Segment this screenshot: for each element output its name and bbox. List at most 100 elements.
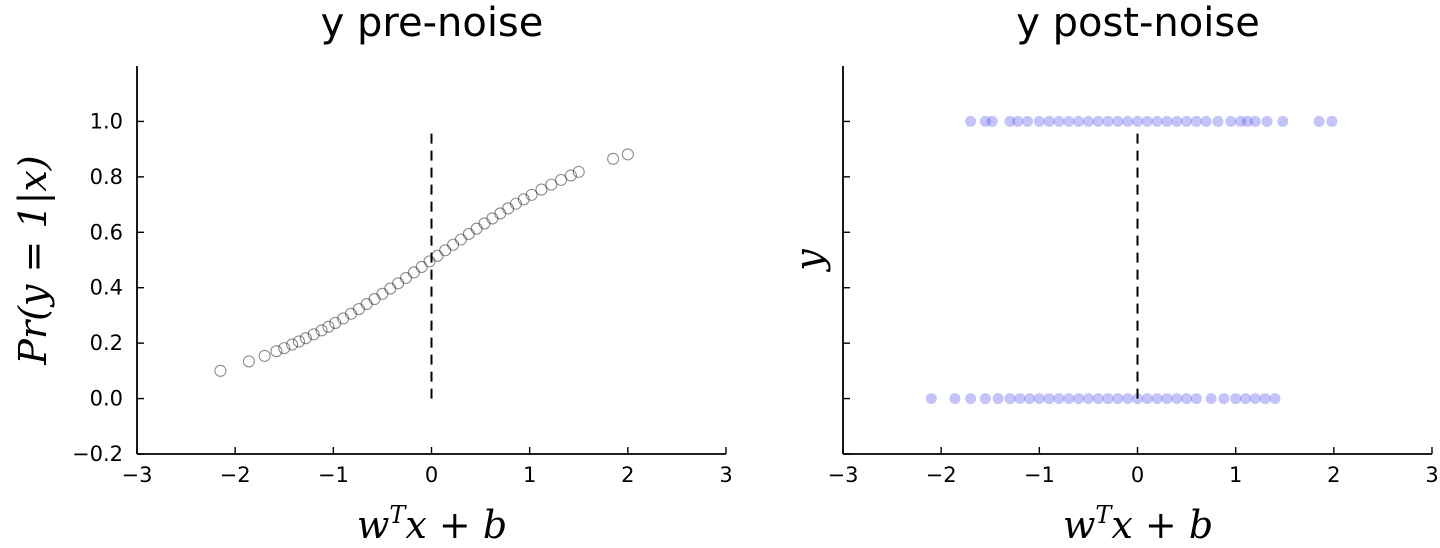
data-point bbox=[329, 316, 342, 329]
data-point bbox=[1277, 115, 1289, 127]
data-point bbox=[979, 393, 991, 405]
data-point bbox=[517, 193, 530, 206]
y-tick-label: −0.2 bbox=[72, 442, 123, 466]
data-point bbox=[1033, 393, 1045, 405]
y-ticks: −0.2 0.0 0.2 0.4 0.6 0.8 1.0 bbox=[72, 109, 144, 466]
data-point bbox=[564, 169, 577, 182]
data-point bbox=[545, 178, 558, 191]
data-point bbox=[1112, 393, 1124, 405]
data-point bbox=[1004, 115, 1016, 127]
data-point bbox=[1239, 393, 1251, 405]
data-point bbox=[607, 152, 620, 165]
data-point bbox=[376, 287, 389, 300]
x-tick-label: −3 bbox=[122, 463, 153, 487]
data-point bbox=[1181, 115, 1193, 127]
data-point bbox=[1012, 115, 1024, 127]
data-point bbox=[1092, 115, 1104, 127]
data-point bbox=[1024, 393, 1036, 405]
data-point bbox=[270, 345, 283, 358]
data-point bbox=[486, 212, 499, 225]
x-tick-label: 0 bbox=[1131, 463, 1144, 487]
x-axis-label: wTx + b bbox=[1063, 501, 1213, 547]
x-tick-label: 3 bbox=[719, 463, 732, 487]
x-tick-label: −2 bbox=[926, 463, 957, 487]
data-point bbox=[572, 165, 585, 178]
data-point bbox=[1073, 115, 1085, 127]
data-point bbox=[454, 233, 468, 246]
data-point bbox=[1235, 115, 1247, 127]
data-point bbox=[1225, 115, 1237, 127]
data-point bbox=[278, 342, 291, 355]
panel-pre-noise: y pre-noise −0.20.00.20.40.60.81.0 −3 −2−… bbox=[11, 0, 733, 547]
y-tick-label: 1.0 bbox=[90, 109, 123, 133]
data-point bbox=[1161, 393, 1173, 405]
data-point bbox=[1259, 393, 1271, 405]
data-point bbox=[1200, 115, 1212, 127]
data-point bbox=[286, 338, 299, 351]
y-tick-label: 0.0 bbox=[90, 387, 123, 411]
data-point bbox=[1151, 115, 1163, 127]
data-point bbox=[1033, 115, 1045, 127]
data-point bbox=[1043, 115, 1055, 127]
data-point bbox=[1171, 393, 1183, 405]
data-point bbox=[986, 115, 998, 127]
data-point bbox=[1092, 393, 1104, 405]
data-point bbox=[1313, 115, 1325, 127]
data-point bbox=[509, 197, 522, 210]
data-point bbox=[1073, 393, 1085, 405]
data-point bbox=[1161, 115, 1173, 127]
x-ticks: −3 −2 −1 0 1 2 3 bbox=[122, 447, 733, 487]
x-tick-label: −1 bbox=[1024, 463, 1055, 487]
data-point bbox=[1122, 393, 1134, 405]
data-point bbox=[925, 393, 937, 405]
data-point bbox=[447, 238, 460, 251]
x-tick-label: 0 bbox=[425, 463, 438, 487]
data-point bbox=[1249, 115, 1261, 127]
data-point bbox=[1043, 393, 1055, 405]
data-point bbox=[1082, 115, 1094, 127]
data-point bbox=[292, 335, 306, 348]
data-point bbox=[949, 393, 961, 405]
data-point bbox=[368, 293, 381, 306]
chart-title: y post-noise bbox=[1016, 0, 1260, 46]
x-ticks: −3 −2 −1 0 1 2 3 bbox=[828, 447, 1439, 487]
data-point bbox=[384, 282, 397, 295]
chart-title: y pre-noise bbox=[321, 0, 544, 46]
data-point bbox=[1102, 115, 1114, 127]
scatter-points bbox=[925, 115, 1338, 405]
data-point bbox=[1205, 393, 1217, 405]
data-point bbox=[1190, 393, 1202, 405]
data-point bbox=[1326, 115, 1338, 127]
x-tick-label: −3 bbox=[828, 463, 859, 487]
data-point bbox=[1053, 115, 1065, 127]
y-tick-label: 0.8 bbox=[90, 165, 123, 189]
y-axis-label: y bbox=[787, 249, 831, 273]
data-point bbox=[470, 222, 483, 235]
data-point bbox=[415, 260, 428, 273]
x-tick-label: 2 bbox=[621, 463, 634, 487]
data-point bbox=[1014, 393, 1026, 405]
data-point bbox=[478, 217, 491, 230]
data-point bbox=[242, 355, 255, 368]
x-axis-label: wTx + b bbox=[357, 501, 507, 547]
x-tick-label: −2 bbox=[220, 463, 251, 487]
data-point bbox=[258, 349, 271, 362]
data-point bbox=[214, 364, 227, 377]
data-point bbox=[299, 332, 312, 345]
data-point bbox=[407, 266, 420, 279]
data-point bbox=[965, 115, 977, 127]
y-tick-label: 0.2 bbox=[90, 331, 123, 355]
data-point bbox=[621, 148, 634, 161]
x-tick-label: 1 bbox=[523, 463, 536, 487]
data-point bbox=[525, 188, 538, 201]
data-point bbox=[1230, 393, 1242, 405]
y-tick-label: 0.6 bbox=[90, 220, 123, 244]
y-ticks bbox=[843, 120, 850, 455]
data-point bbox=[555, 173, 568, 186]
data-point bbox=[360, 298, 373, 311]
data-point bbox=[1190, 115, 1202, 127]
data-point bbox=[392, 277, 405, 290]
data-point bbox=[1112, 115, 1124, 127]
data-point bbox=[1004, 393, 1016, 405]
